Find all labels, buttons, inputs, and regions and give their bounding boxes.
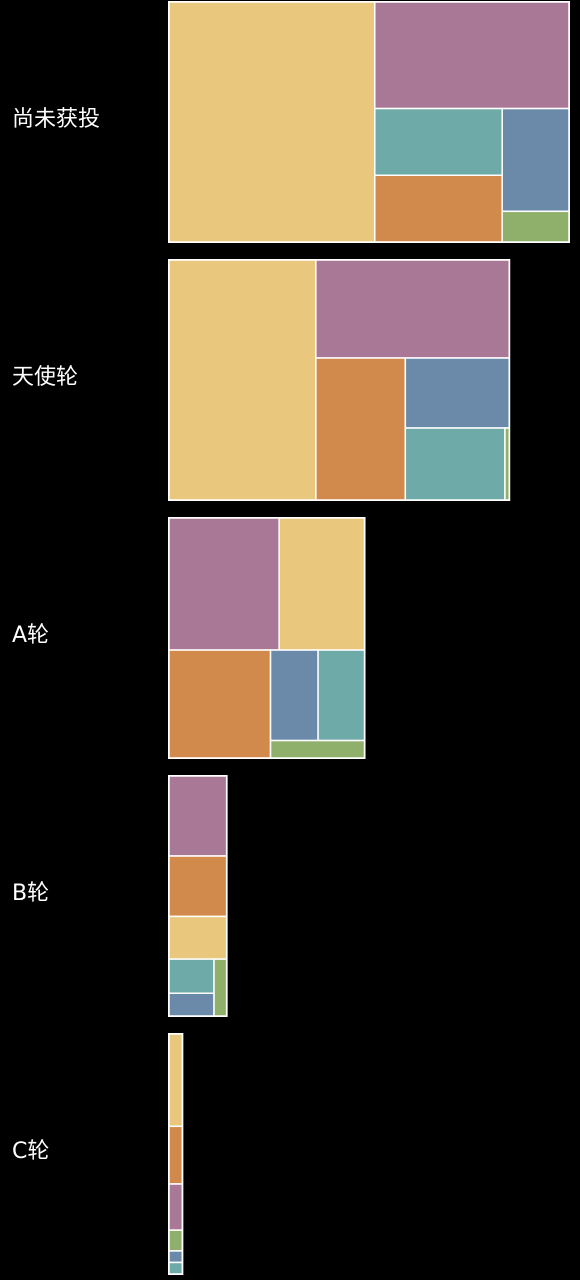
treemap-cell-4-purple <box>168 1183 184 1231</box>
row-label-1: 天使轮 <box>12 365 79 390</box>
treemap-cell-1-blue <box>404 357 510 429</box>
treemap-cell-0-green <box>501 210 570 243</box>
treemap-cell-3-green <box>213 958 228 1017</box>
treemap-cell-2-green <box>269 739 366 759</box>
treemap-cell-3-purple <box>168 775 228 857</box>
treemap-cell-0-teal <box>374 107 503 177</box>
row-label-4: C轮 <box>12 1139 50 1164</box>
treemap-cell-3-teal <box>168 958 215 994</box>
treemap-cell-1-yellow <box>168 259 317 501</box>
treemap-cell-3-yellow <box>168 915 228 960</box>
treemap-cell-2-teal <box>317 649 366 742</box>
treemap-cell-1-green <box>504 427 510 501</box>
treemap-cell-4-green <box>168 1229 184 1252</box>
treemap-cell-2-yellow <box>278 517 366 651</box>
treemap-cell-0-blue <box>501 107 570 213</box>
treemap-cell-3-orange <box>168 855 228 918</box>
treemap-cell-0-orange <box>374 174 503 243</box>
treemap-cell-4-yellow <box>168 1033 184 1128</box>
row-label-2: A轮 <box>12 623 50 648</box>
treemap-cell-4-teal <box>168 1261 184 1275</box>
treemap-cell-4-blue <box>168 1250 184 1264</box>
treemap-cell-1-teal <box>404 427 506 501</box>
row-label-3: B轮 <box>12 881 50 906</box>
treemap-cell-1-purple <box>315 259 510 359</box>
treemap-cell-4-orange <box>168 1125 184 1185</box>
treemap-cell-0-yellow <box>168 1 376 243</box>
treemap-cell-1-orange <box>315 357 407 501</box>
treemap-cell-2-orange <box>168 649 272 759</box>
treemap-cell-3-blue <box>168 992 215 1017</box>
treemap-cell-2-purple <box>168 517 280 651</box>
treemap-cell-2-blue <box>269 649 319 742</box>
row-label-0: 尚未获投 <box>12 107 101 132</box>
treemap-cell-0-purple <box>374 1 570 110</box>
